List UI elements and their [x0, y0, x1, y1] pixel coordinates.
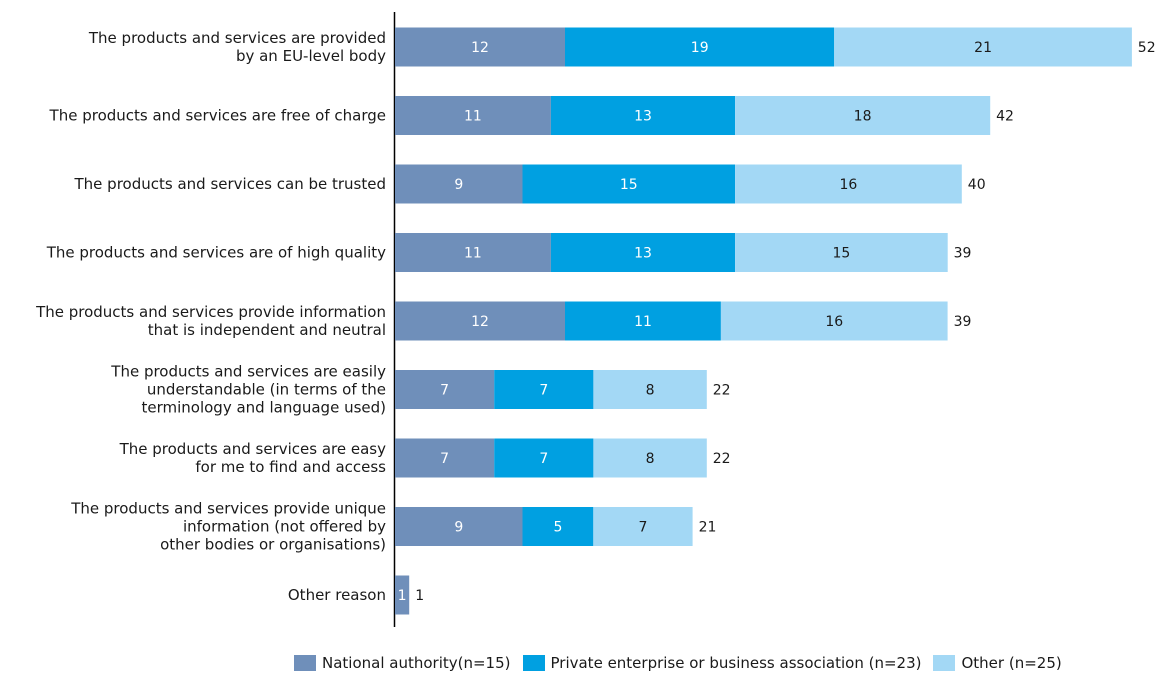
- bar-segment: [395, 233, 551, 272]
- bar-segment: [735, 96, 991, 135]
- bar-total-label: 22: [713, 383, 731, 399]
- legend-label-other: Other (n=25): [961, 654, 1062, 672]
- bar-segment: [395, 27, 565, 67]
- segment-value-label: 7: [440, 383, 449, 399]
- segment-value-label: 1: [398, 588, 407, 604]
- segment-value-label: 15: [620, 177, 638, 193]
- segment-value-label: 11: [464, 246, 482, 262]
- segment-value-label: 9: [454, 177, 463, 193]
- segment-value-label: 15: [832, 246, 850, 262]
- bar-segment: [395, 96, 551, 135]
- bar-segment: [593, 438, 707, 478]
- bar-segment: [395, 301, 565, 341]
- segment-value-label: 12: [471, 40, 489, 56]
- bar-total-label: 39: [954, 246, 972, 262]
- bar-total-label: 42: [996, 109, 1014, 125]
- segment-value-label: 16: [825, 314, 843, 330]
- category-label: The products and services are easily unde…: [110, 363, 386, 417]
- bar-segment: [522, 164, 736, 204]
- category-label: The products and services can be trusted: [74, 175, 386, 193]
- legend: National authority(n=15) Private enterpr…: [294, 654, 1074, 672]
- category-label: The products and services are free of ch…: [49, 107, 386, 125]
- bar-segment: [494, 370, 594, 409]
- segment-value-label: 7: [440, 451, 449, 467]
- category-labels-group: The products and services are provided by…: [35, 29, 386, 604]
- category-label: The products and services provide inform…: [35, 303, 386, 339]
- bar-segment: [593, 370, 707, 409]
- segment-value-label: 19: [691, 40, 709, 56]
- bar-segment: [550, 233, 736, 272]
- category-label: The products and services are provided by…: [88, 29, 386, 65]
- bar-segment: [395, 507, 523, 546]
- bar-segment: [735, 164, 962, 204]
- segment-value-label: 8: [646, 383, 655, 399]
- bar-segment: [494, 438, 594, 478]
- segment-value-label: 11: [634, 314, 652, 330]
- segment-value-label: 7: [539, 383, 548, 399]
- bar-segment: [550, 96, 736, 135]
- bar-total-label: 21: [699, 520, 717, 536]
- bar-total-label: 40: [968, 177, 986, 193]
- segment-value-label: 13: [634, 246, 652, 262]
- segment-value-label: 11: [464, 109, 482, 125]
- bar-segment: [395, 575, 410, 615]
- bar-segment: [565, 301, 721, 341]
- legend-label-private-enterprise: Private enterprise or business associati…: [550, 654, 922, 672]
- segment-value-label: 9: [454, 520, 463, 536]
- legend-swatch-other: [933, 655, 956, 671]
- bar-segment: [522, 507, 594, 546]
- bar-segment: [565, 27, 835, 67]
- segment-value-label: 13: [634, 109, 652, 125]
- bar-segment: [395, 370, 495, 409]
- category-label: The products and services are easy for me…: [119, 440, 387, 476]
- segment-value-label: 8: [646, 451, 655, 467]
- bar-total-label: 52: [1138, 40, 1156, 56]
- bar-total-label: 1: [415, 588, 424, 604]
- bar-segment: [720, 301, 948, 341]
- category-label: The products and services provide unique…: [70, 500, 386, 554]
- segment-value-label: 21: [974, 40, 992, 56]
- legend-item-private-enterprise: Private enterprise or business associati…: [522, 654, 922, 672]
- segment-value-label: 5: [554, 520, 563, 536]
- legend-item-national-authority: National authority(n=15): [294, 654, 511, 672]
- segment-value-label: 12: [471, 314, 489, 330]
- legend-swatch-national-authority: [294, 655, 316, 671]
- legend-item-other: Other (n=25): [933, 654, 1062, 672]
- segment-value-label: 16: [839, 177, 857, 193]
- category-label: Other reason: [288, 586, 386, 604]
- legend-swatch-private-enterprise: [522, 655, 545, 671]
- bar-segment: [735, 233, 948, 272]
- bar-segment: [395, 164, 523, 204]
- legend-label-national-authority: National authority(n=15): [322, 654, 511, 672]
- segment-value-label: 7: [639, 520, 648, 536]
- bar-total-label: 22: [713, 451, 731, 467]
- segment-value-label: 7: [539, 451, 548, 467]
- category-label: The products and services are of high qu…: [46, 244, 386, 262]
- bar-total-label: 39: [954, 314, 972, 330]
- bar-segment: [834, 27, 1132, 67]
- bar-segment: [395, 438, 495, 478]
- bar-segment: [593, 507, 693, 546]
- segment-value-label: 18: [854, 109, 872, 125]
